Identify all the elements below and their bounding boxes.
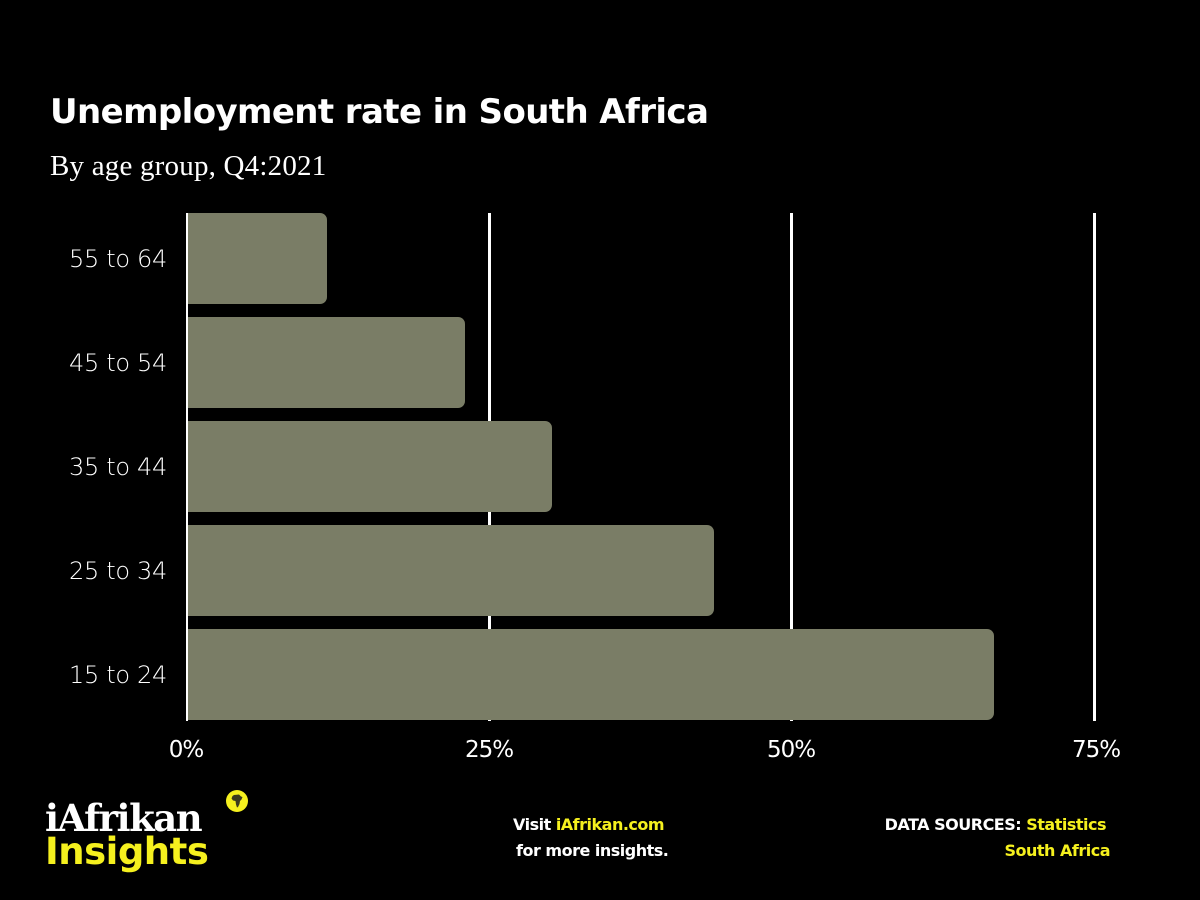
category-label: 55 to 64	[68, 245, 167, 273]
gridline-50	[790, 213, 793, 721]
africa-map-icon	[226, 790, 248, 812]
bar	[187, 421, 552, 512]
category-label: 45 to 54	[68, 349, 167, 377]
bar	[187, 525, 714, 616]
website-link[interactable]: iAfrikan.com	[555, 815, 665, 834]
bar	[187, 317, 465, 408]
visit-cta: Visit iAfrikan.com for more insights.	[500, 812, 700, 864]
bar	[187, 213, 327, 304]
visit-prefix: Visit	[513, 815, 556, 834]
x-tick-label: 50%	[766, 737, 816, 763]
chart-title: Unemployment rate in South Africa	[50, 92, 709, 132]
plot-area	[186, 213, 1106, 721]
x-tick-label: 25%	[464, 737, 514, 763]
x-tick-label: 0%	[168, 737, 204, 763]
data-sources: DATA SOURCES: Statistics South Africa	[810, 812, 1111, 864]
sources-label: DATA SOURCES:	[884, 815, 1027, 834]
chart-subtitle: By age group, Q4:2021	[50, 150, 327, 182]
iafrikan-insights-logo: iAfrikan Insights	[45, 790, 265, 885]
visit-suffix: for more insights.	[516, 841, 669, 860]
logo-text-top: iAfrikan	[45, 796, 203, 840]
category-label: 25 to 34	[68, 557, 167, 585]
sources-value: Statistics	[1026, 815, 1106, 834]
bar	[187, 629, 994, 720]
logo-text-bottom: Insights	[45, 830, 209, 873]
gridline-75	[1093, 213, 1096, 721]
category-label: 15 to 24	[68, 661, 167, 689]
x-tick-label: 75%	[1071, 737, 1121, 763]
category-label: 35 to 44	[68, 453, 167, 481]
y-axis-line	[186, 213, 188, 721]
sources-value-cont: South Africa	[1004, 841, 1110, 860]
